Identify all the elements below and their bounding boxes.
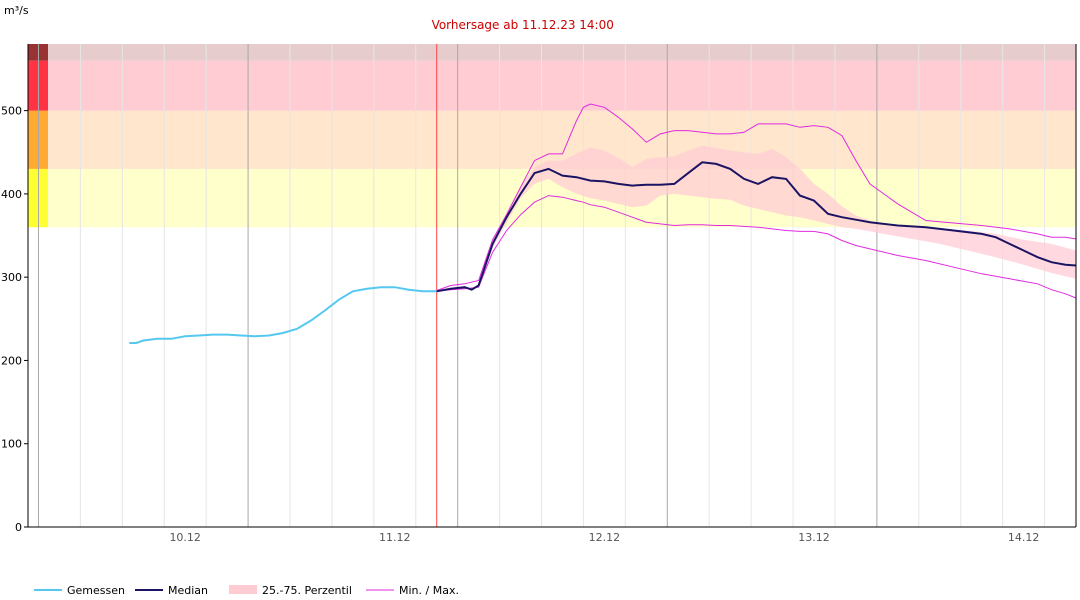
x-tick-label: 10.12 bbox=[169, 531, 201, 544]
x-tick-label: 14.12 bbox=[1008, 531, 1040, 544]
warning-band-2 bbox=[48, 60, 1076, 111]
y-tick-label: 100 bbox=[1, 438, 22, 451]
measured-line bbox=[129, 286, 437, 344]
y-tick-label: 200 bbox=[1, 354, 22, 367]
series bbox=[129, 103, 1077, 344]
legend-label: 25.-75. Perzentil bbox=[262, 584, 352, 597]
legend-label: Gemessen bbox=[67, 584, 125, 597]
y-tick-label: 400 bbox=[1, 188, 22, 201]
percentile-band bbox=[478, 145, 1077, 288]
legend-swatch bbox=[229, 585, 257, 594]
warning-band-1 bbox=[48, 110, 1076, 169]
axes: 0 100 200 300 400 500 10.12 11.12 12.12 13.12 14.1… bbox=[1, 44, 1077, 544]
x-tick-label: 13.12 bbox=[798, 531, 830, 544]
y-tick-label: 300 bbox=[1, 271, 22, 284]
legend-label: Median bbox=[168, 584, 208, 597]
y-axis-unit-label: m³/s bbox=[4, 4, 29, 17]
warning-band-3 bbox=[48, 44, 1076, 61]
y-tick-label: 500 bbox=[1, 105, 22, 118]
y-tick-label: 0 bbox=[15, 521, 22, 534]
min-line bbox=[436, 195, 1077, 299]
x-tick-label: 11.12 bbox=[379, 531, 411, 544]
grid bbox=[37, 44, 1046, 527]
legend: Gemessen Median 25.-75. Perzentil Min. / Ma… bbox=[34, 584, 459, 597]
legend-label: Min. / Max. bbox=[399, 584, 459, 597]
median-line bbox=[436, 161, 1077, 293]
max-line bbox=[436, 103, 1077, 291]
x-tick-label: 12.12 bbox=[589, 531, 621, 544]
forecast-annotation: Vorhersage ab 11.12.23 14:00 bbox=[432, 18, 614, 32]
